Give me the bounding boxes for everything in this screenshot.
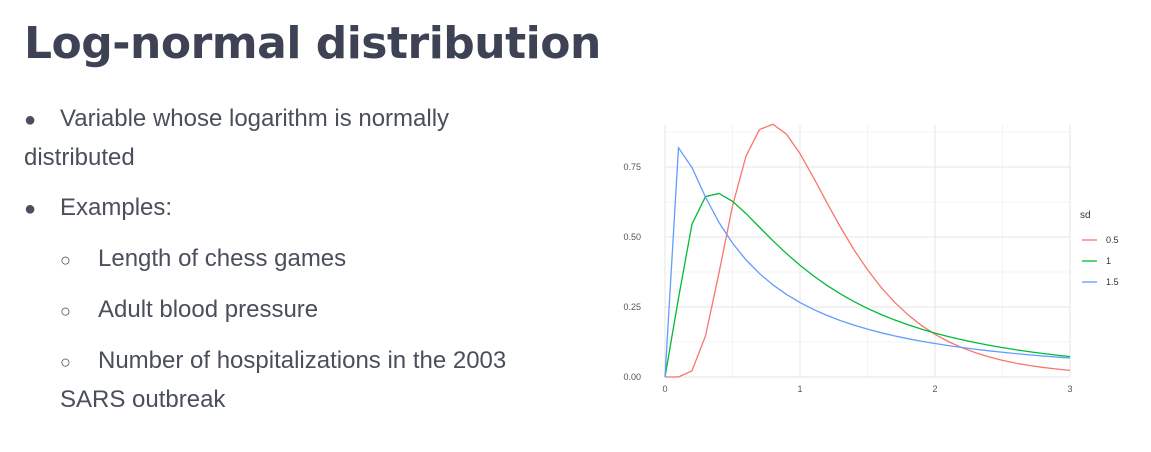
chart-background bbox=[610, 115, 1140, 405]
bullet-dot-icon: ● bbox=[24, 109, 37, 131]
series-line-sd-1 bbox=[664, 192, 1071, 378]
y-tick-label: 0.25 bbox=[623, 302, 641, 312]
bullet-dot-icon: ● bbox=[24, 198, 37, 220]
y-tick-label: 0.50 bbox=[623, 232, 641, 242]
y-tick-label: 0.75 bbox=[623, 162, 641, 172]
legend-title: sd bbox=[1080, 210, 1091, 221]
bullet-list: ● Variable whose logarithm is normally di… bbox=[24, 100, 564, 431]
bullet-text: Examples: bbox=[60, 194, 173, 221]
axis-tick-labels: 0 1 2 3 0.00 0.25 0.50 0.75 bbox=[623, 162, 1072, 394]
bullet-circle-icon: ○ bbox=[60, 352, 71, 372]
x-tick-label: 1 bbox=[797, 384, 802, 394]
sub-bullet-list: ○ Length of chess games ○ Adult blood pres… bbox=[24, 240, 564, 419]
bullet-item: ● Examples: bbox=[24, 189, 564, 228]
sub-bullet-text: Number of hospitalizations in the 2003 S… bbox=[60, 347, 507, 413]
sub-bullet-item: ○ Number of hospitalizations in the 2003 … bbox=[24, 342, 564, 419]
legend-label: 1 bbox=[1106, 256, 1111, 266]
sub-bullet-item: ○ Length of chess games bbox=[24, 240, 564, 279]
legend-label: 1.5 bbox=[1106, 277, 1119, 287]
bullet-circle-icon: ○ bbox=[60, 301, 71, 321]
x-tick-label: 3 bbox=[1067, 384, 1072, 394]
slide-title: Log-normal distribution bbox=[24, 18, 601, 69]
series-line-sd-0.5 bbox=[664, 123, 1071, 378]
y-tick-label: 0.00 bbox=[623, 372, 641, 382]
sub-bullet-text: Length of chess games bbox=[98, 245, 347, 272]
chart-legend: sd 0.5 1 1.5 bbox=[1080, 210, 1119, 287]
sub-bullet-text: Adult blood pressure bbox=[98, 296, 319, 323]
bullet-item: ● Variable whose logarithm is normally di… bbox=[24, 100, 564, 177]
bullet-text: Variable whose logarithm is normally dis… bbox=[24, 105, 450, 171]
series-line-sd-1.5 bbox=[664, 145, 1071, 378]
x-tick-label: 0 bbox=[662, 384, 667, 394]
chart-svg: 0 1 2 3 0.00 0.25 0.50 0.75 sd 0.5 1 1.5 bbox=[610, 115, 1140, 405]
lognormal-chart: 0 1 2 3 0.00 0.25 0.50 0.75 sd 0.5 1 1.5 bbox=[610, 115, 1140, 410]
legend-label: 0.5 bbox=[1106, 235, 1119, 245]
series-lines bbox=[664, 123, 1071, 378]
x-tick-label: 2 bbox=[932, 384, 937, 394]
sub-bullet-item: ○ Adult blood pressure bbox=[24, 291, 564, 330]
bullet-circle-icon: ○ bbox=[60, 250, 71, 270]
